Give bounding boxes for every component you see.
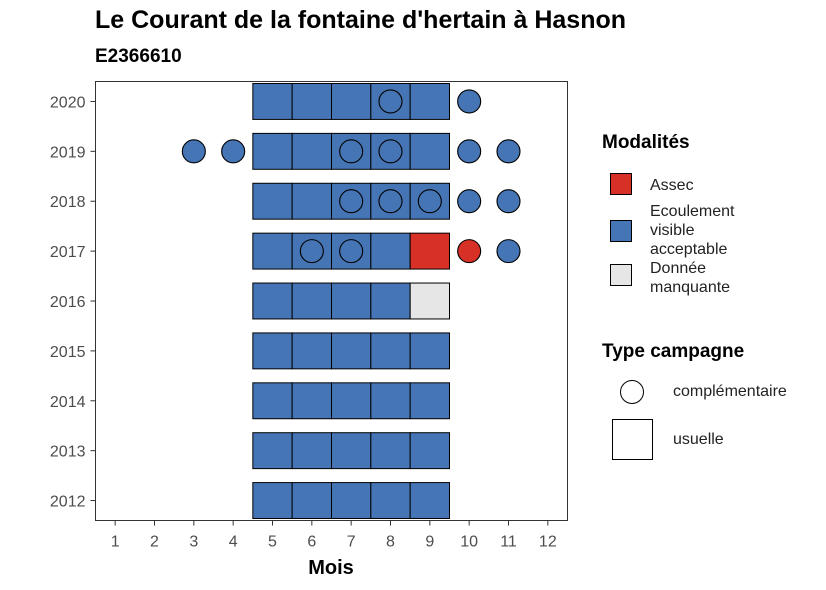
usuelle-cell-2015-5 xyxy=(252,332,293,370)
x-tick-label-5: 5 xyxy=(268,534,277,551)
usuelle-cell-2018-6 xyxy=(291,182,332,220)
y-tick-label-2018: 2018 xyxy=(50,194,86,211)
y-tick-label-2019: 2019 xyxy=(50,144,86,161)
legend-label-0: Assec xyxy=(650,177,694,194)
legend-modalites: Modalités xyxy=(602,132,690,154)
legend-campagne: Type campagne xyxy=(602,341,744,363)
usuelle-cell-2016-7 xyxy=(331,282,372,320)
y-tick-label-2020: 2020 xyxy=(50,94,86,111)
y-tick-label-2012: 2012 xyxy=(50,494,86,511)
complementaire-point-2017-11 xyxy=(496,239,521,264)
usuelle-cell-2019-9 xyxy=(409,132,450,170)
usuelle-cell-2014-8 xyxy=(370,382,411,420)
legend-label-circle: complémentaire xyxy=(673,383,787,400)
complementaire-point-2019-8 xyxy=(378,139,403,164)
x-tick-label-3: 3 xyxy=(189,534,198,551)
legend-key-2 xyxy=(610,264,632,286)
chart-title: Le Courant de la fontaine d'hertain à Ha… xyxy=(95,6,627,34)
usuelle-cell-2015-6 xyxy=(291,332,332,370)
complementaire-point-2019-11 xyxy=(496,139,521,164)
x-tick-label-10: 10 xyxy=(460,534,478,551)
complementaire-point-2017-6 xyxy=(299,239,324,264)
usuelle-cell-2015-8 xyxy=(370,332,411,370)
complementaire-point-2020-10 xyxy=(457,89,482,114)
usuelle-cell-2016-5 xyxy=(252,282,293,320)
complementaire-point-2019-3 xyxy=(181,139,206,164)
complementaire-point-2017-10 xyxy=(457,239,482,264)
usuelle-cell-2014-5 xyxy=(252,382,293,420)
usuelle-cell-2019-5 xyxy=(252,132,293,170)
x-tick-label-1: 1 xyxy=(111,534,120,551)
usuelle-cell-2013-7 xyxy=(331,432,372,470)
legend-label-square: usuelle xyxy=(673,431,724,448)
x-tick-label-8: 8 xyxy=(386,534,395,551)
usuelle-cell-2016-6 xyxy=(291,282,332,320)
usuelle-cell-2014-9 xyxy=(409,382,450,420)
legend-label-2: Donnée manquante xyxy=(650,260,731,296)
x-axis-title: Mois xyxy=(308,557,354,579)
usuelle-cell-2015-7 xyxy=(331,332,372,370)
x-tick-label-9: 9 xyxy=(425,534,434,551)
usuelle-cell-2015-9 xyxy=(409,332,450,370)
complementaire-point-2020-8 xyxy=(378,89,403,114)
legend-key-square xyxy=(612,419,653,460)
x-tick-label-2: 2 xyxy=(150,534,159,551)
y-tick-label-2016: 2016 xyxy=(50,294,86,311)
x-tick-label-4: 4 xyxy=(229,534,238,551)
usuelle-cell-2012-5 xyxy=(252,482,293,520)
usuelle-cell-2020-9 xyxy=(409,82,450,120)
usuelle-cell-2017-9 xyxy=(409,232,450,270)
y-tick-label-2013: 2013 xyxy=(50,444,86,461)
usuelle-cell-2014-6 xyxy=(291,382,332,420)
usuelle-cell-2012-9 xyxy=(409,482,450,520)
x-tick-label-6: 6 xyxy=(307,534,316,551)
usuelle-cell-2013-8 xyxy=(370,432,411,470)
x-tick-label-12: 12 xyxy=(539,534,557,551)
usuelle-cell-2018-5 xyxy=(252,182,293,220)
usuelle-cell-2013-5 xyxy=(252,432,293,470)
usuelle-cell-2017-8 xyxy=(370,232,411,270)
complementaire-point-2017-7 xyxy=(339,239,364,264)
usuelle-cell-2013-9 xyxy=(409,432,450,470)
y-tick-label-2014: 2014 xyxy=(50,394,86,411)
chart-subtitle: E2366610 xyxy=(95,46,182,67)
complementaire-point-2019-10 xyxy=(457,139,482,164)
usuelle-cell-2020-6 xyxy=(291,82,332,120)
complementaire-point-2019-4 xyxy=(221,139,246,164)
complementaire-point-2018-7 xyxy=(339,189,364,214)
y-tick-label-2015: 2015 xyxy=(50,344,86,361)
legend-modalites-title: Modalités xyxy=(602,132,690,153)
usuelle-cell-2019-6 xyxy=(291,132,332,170)
complementaire-point-2018-11 xyxy=(496,189,521,214)
complementaire-point-2018-8 xyxy=(378,189,403,214)
usuelle-cell-2012-7 xyxy=(331,482,372,520)
legend-campagne-title: Type campagne xyxy=(602,341,745,362)
usuelle-cell-2020-5 xyxy=(252,82,293,120)
x-tick-label-11: 11 xyxy=(500,534,517,551)
y-tick-label-2017: 2017 xyxy=(50,244,86,261)
usuelle-cell-2012-8 xyxy=(370,482,411,520)
complementaire-point-2018-10 xyxy=(457,189,482,214)
complementaire-point-2019-7 xyxy=(339,139,364,164)
legend-key-circle xyxy=(620,380,644,404)
legend-label-1: Ecoulement visible acceptable xyxy=(650,203,735,258)
complementaire-point-2018-9 xyxy=(417,189,442,214)
usuelle-cell-2012-6 xyxy=(291,482,332,520)
usuelle-cell-2017-5 xyxy=(252,232,293,270)
legend-key-1 xyxy=(610,220,632,242)
legend-key-0 xyxy=(610,173,632,195)
usuelle-cell-2016-8 xyxy=(370,282,411,320)
usuelle-cell-2016-9 xyxy=(409,282,450,320)
usuelle-cell-2020-7 xyxy=(331,82,372,120)
x-tick-label-7: 7 xyxy=(347,534,356,551)
usuelle-cell-2013-6 xyxy=(291,432,332,470)
usuelle-cell-2014-7 xyxy=(331,382,372,420)
